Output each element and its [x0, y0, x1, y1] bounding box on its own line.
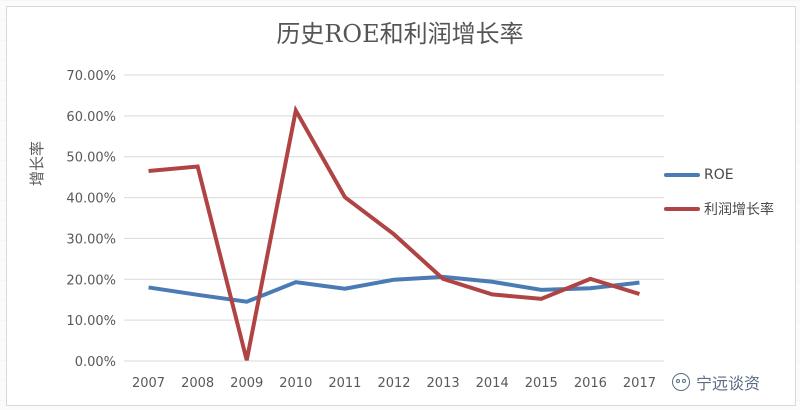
chart-title: 历史ROE和利润增长率: [276, 20, 524, 48]
legend: ROE 利润增长率: [664, 162, 774, 230]
y-tick-label: 0.00%: [75, 355, 116, 370]
x-tick-label: 2014: [476, 376, 509, 391]
legend-label-roe: ROE: [704, 167, 734, 183]
y-tick-label: 50.00%: [66, 151, 116, 166]
legend-swatch-profit-growth: [664, 207, 700, 211]
x-tick-label: 2017: [623, 376, 656, 391]
x-tick-label: 2013: [427, 376, 460, 391]
x-tick-label: 2010: [279, 376, 312, 391]
x-tick-label: 2008: [181, 376, 214, 391]
y-tick-label: 70.00%: [66, 69, 116, 84]
y-tick-label: 60.00%: [66, 110, 116, 125]
y-tick-label: 40.00%: [66, 192, 116, 207]
wechat-icon: [672, 373, 690, 391]
x-tick-label: 2015: [525, 376, 558, 391]
y-tick-label: 30.00%: [66, 232, 116, 247]
y-tick-label: 10.00%: [66, 314, 116, 329]
x-tick-label: 2011: [328, 376, 361, 391]
legend-item-profit-growth: 利润增长率: [664, 196, 774, 222]
watermark-text: 宁远谈资: [696, 374, 761, 393]
x-tick-label: 2009: [230, 376, 263, 391]
x-tick-label: 2012: [377, 376, 410, 391]
legend-swatch-roe: [664, 173, 700, 177]
series-line-profit-growth: [148, 104, 641, 361]
legend-item-roe: ROE: [664, 162, 774, 188]
x-tick-label: 2016: [574, 376, 607, 391]
y-tick-label: 20.00%: [66, 273, 116, 288]
x-tick-label: 2007: [132, 376, 165, 391]
watermark: 宁远谈资: [672, 370, 760, 394]
legend-label-profit-growth: 利润增长率: [704, 202, 774, 218]
chart-area[interactable]: [6, 6, 796, 406]
